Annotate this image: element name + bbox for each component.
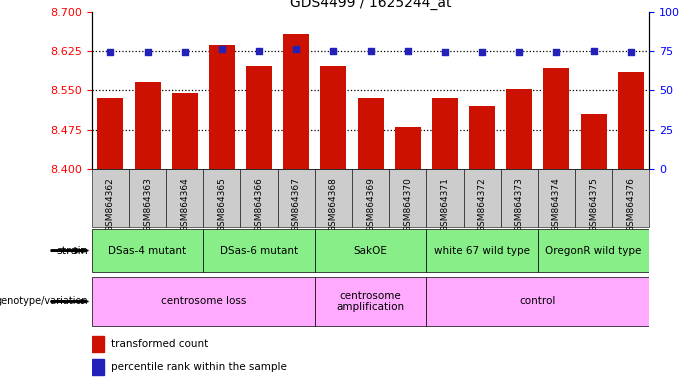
Text: genotype/variation: genotype/variation — [0, 296, 88, 306]
Bar — [246, 66, 272, 169]
Bar — [97, 98, 123, 169]
Point — [477, 50, 488, 56]
Point — [291, 46, 302, 52]
FancyBboxPatch shape — [277, 169, 315, 227]
Point — [403, 48, 413, 54]
Text: control: control — [520, 296, 556, 306]
Point — [439, 50, 450, 56]
Bar — [581, 114, 607, 169]
FancyBboxPatch shape — [129, 169, 166, 227]
Bar — [432, 98, 458, 169]
Bar — [92, 336, 104, 352]
Text: GSM864374: GSM864374 — [552, 177, 561, 232]
Text: GSM864362: GSM864362 — [106, 177, 115, 232]
Bar — [618, 72, 644, 169]
FancyBboxPatch shape — [538, 229, 649, 272]
FancyBboxPatch shape — [92, 277, 315, 326]
Point — [142, 50, 153, 56]
Text: GSM864371: GSM864371 — [441, 177, 449, 232]
Bar — [92, 359, 104, 375]
Point — [216, 46, 227, 52]
Text: white 67 wild type: white 67 wild type — [434, 245, 530, 256]
Text: OregonR wild type: OregonR wild type — [545, 245, 642, 256]
Point — [551, 50, 562, 56]
FancyBboxPatch shape — [203, 169, 241, 227]
Bar — [209, 45, 235, 169]
Bar — [172, 93, 198, 169]
Point — [254, 48, 265, 54]
Text: SakOE: SakOE — [354, 245, 388, 256]
Point — [626, 50, 636, 56]
Text: GSM864366: GSM864366 — [254, 177, 264, 232]
Text: GSM864376: GSM864376 — [626, 177, 635, 232]
FancyBboxPatch shape — [315, 169, 352, 227]
Title: GDS4499 / 1625244_at: GDS4499 / 1625244_at — [290, 0, 452, 10]
FancyBboxPatch shape — [92, 169, 129, 227]
Text: GSM864363: GSM864363 — [143, 177, 152, 232]
FancyBboxPatch shape — [315, 277, 426, 326]
Text: GSM864364: GSM864364 — [180, 177, 189, 232]
Text: DSas-6 mutant: DSas-6 mutant — [220, 245, 298, 256]
Text: GSM864369: GSM864369 — [366, 177, 375, 232]
FancyBboxPatch shape — [241, 169, 277, 227]
FancyBboxPatch shape — [315, 229, 426, 272]
FancyBboxPatch shape — [464, 169, 500, 227]
FancyBboxPatch shape — [538, 169, 575, 227]
Bar — [284, 33, 309, 169]
Point — [180, 50, 190, 56]
Text: GSM864367: GSM864367 — [292, 177, 301, 232]
Point — [365, 48, 376, 54]
FancyBboxPatch shape — [500, 169, 538, 227]
Bar — [358, 98, 384, 169]
Point — [105, 50, 116, 56]
FancyBboxPatch shape — [352, 169, 389, 227]
Text: centrosome
amplification: centrosome amplification — [337, 291, 405, 312]
Point — [514, 50, 525, 56]
FancyBboxPatch shape — [426, 169, 464, 227]
Text: GSM864372: GSM864372 — [477, 177, 487, 232]
Point — [588, 48, 599, 54]
Bar — [395, 127, 421, 169]
FancyBboxPatch shape — [166, 169, 203, 227]
FancyBboxPatch shape — [92, 229, 203, 272]
FancyBboxPatch shape — [575, 169, 612, 227]
FancyBboxPatch shape — [203, 229, 315, 272]
Text: transformed count: transformed count — [112, 339, 209, 349]
Text: GSM864370: GSM864370 — [403, 177, 412, 232]
Point — [328, 48, 339, 54]
Text: GSM864368: GSM864368 — [329, 177, 338, 232]
Text: GSM864365: GSM864365 — [218, 177, 226, 232]
FancyBboxPatch shape — [612, 169, 649, 227]
Text: DSas-4 mutant: DSas-4 mutant — [109, 245, 186, 256]
Bar — [135, 82, 160, 169]
Text: percentile rank within the sample: percentile rank within the sample — [112, 362, 287, 372]
FancyBboxPatch shape — [426, 277, 649, 326]
Text: GSM864375: GSM864375 — [589, 177, 598, 232]
Text: centrosome loss: centrosome loss — [160, 296, 246, 306]
Text: strain: strain — [56, 245, 88, 256]
Bar — [507, 89, 532, 169]
Bar — [469, 106, 495, 169]
Bar — [320, 66, 346, 169]
FancyBboxPatch shape — [426, 229, 538, 272]
Text: GSM864373: GSM864373 — [515, 177, 524, 232]
Bar — [543, 68, 569, 169]
FancyBboxPatch shape — [389, 169, 426, 227]
